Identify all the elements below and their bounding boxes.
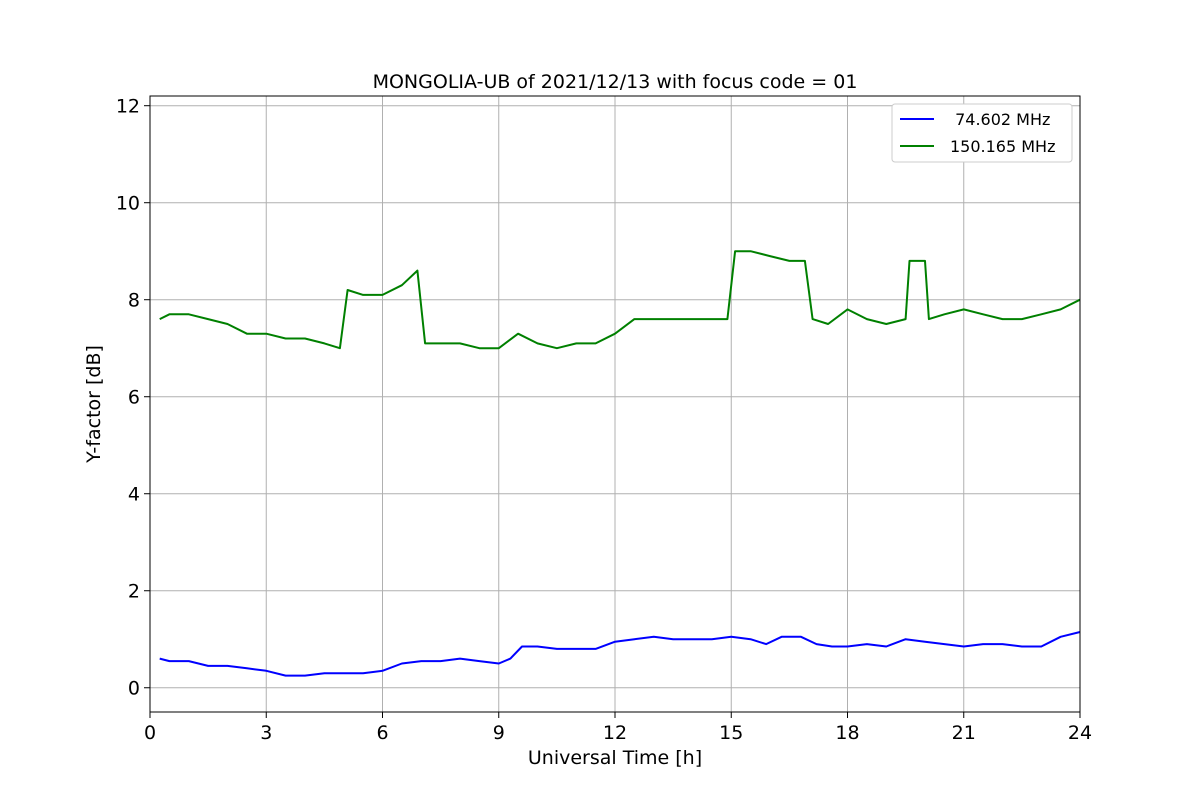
x-axis-label: Universal Time [h] (528, 747, 702, 769)
series-line-1 (159, 250, 1081, 350)
y-tick-label: 0 (128, 678, 140, 700)
x-tick-label: 6 (376, 722, 388, 744)
x-tick-label: 15 (719, 722, 743, 744)
x-tick-label: 9 (493, 722, 505, 744)
legend-box (891, 103, 1073, 163)
y-tick-label: 8 (128, 290, 140, 312)
y-tick-label: 4 (128, 484, 140, 506)
y-tick-label: 6 (128, 387, 140, 409)
series-line-0 (159, 631, 1081, 677)
x-tick-label: 18 (835, 722, 859, 744)
y-tick-label: 12 (116, 96, 140, 118)
legend-label-150: 150.165 MHz (950, 137, 1055, 156)
y-tick-label: 2 (128, 581, 140, 603)
x-tick-label: 3 (260, 722, 272, 744)
chart-title: MONGOLIA-UB of 2021/12/13 with focus cod… (373, 71, 858, 93)
legend-label-74: 74.602 MHz (950, 110, 1050, 129)
legend: 74.602 MHz 150.165 MHz (891, 103, 1073, 163)
y-axis-label: Y-factor [dB] (83, 345, 105, 464)
x-tick-label: 0 (144, 722, 156, 744)
series-layer (159, 250, 1081, 677)
y-tick-label: 10 (116, 193, 140, 215)
x-tick-label: 12 (603, 722, 627, 744)
x-tick-label: 21 (952, 722, 976, 744)
x-tick-label: 24 (1068, 722, 1092, 744)
